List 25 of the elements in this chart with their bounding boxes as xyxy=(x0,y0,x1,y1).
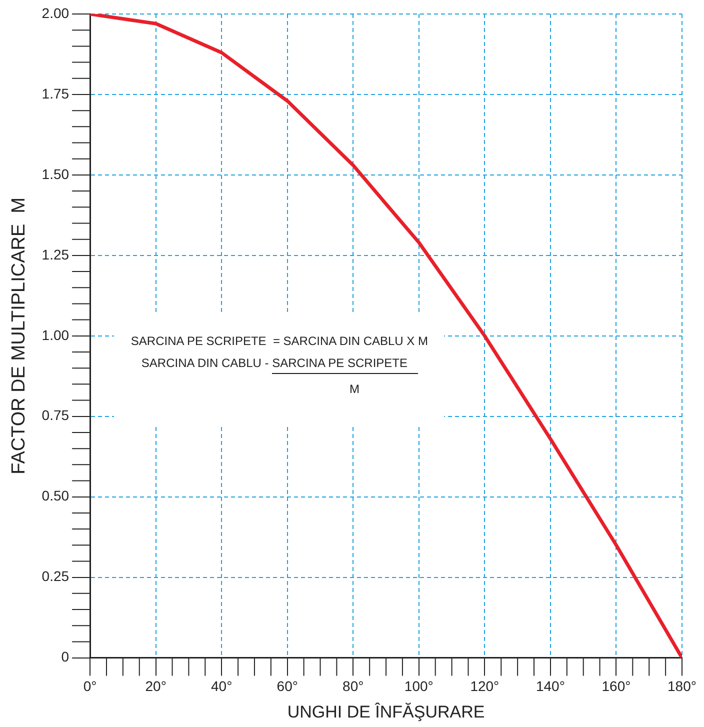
y-axis-title: FACTOR DE MULTIPLICARE M xyxy=(8,197,30,474)
x-axis-title: UNGHI DE ÎNFĂŞURARE xyxy=(287,702,485,722)
y-tick-label: 1.50 xyxy=(42,166,70,182)
annotation: SARCINA PE SCRIPETE = SARCINA DIN CABLU X M xyxy=(130,334,428,348)
x-tick-label: 20° xyxy=(145,678,166,694)
y-tick-label: 1.25 xyxy=(42,246,70,262)
annotation: M xyxy=(349,382,360,396)
y-tick-label: 1.00 xyxy=(42,326,70,343)
x-tick-label: 0° xyxy=(83,678,97,694)
annotation: SARCINA DIN CABLU - xyxy=(141,356,270,370)
x-tick-label: 40° xyxy=(211,678,232,694)
x-tick-label: 120° xyxy=(470,678,500,694)
x-tick-label: 60° xyxy=(276,678,298,694)
x-tick-label: 140° xyxy=(536,678,565,694)
x-tick-label: 180° xyxy=(668,678,696,694)
x-tick-label: 80° xyxy=(342,678,364,694)
y-tick-label: 0.50 xyxy=(42,488,70,504)
x-tick-label: 160° xyxy=(602,678,631,694)
annotation: SARCINA PE SCRIPETE xyxy=(272,356,418,374)
y-tick-label: 0.75 xyxy=(42,407,70,424)
y-tick-label: 0 xyxy=(61,648,70,665)
x-tick-label: 100° xyxy=(404,678,434,694)
y-tick-label: 1.75 xyxy=(42,85,70,102)
y-tick-label: 0.25 xyxy=(42,568,70,584)
y-tick-label: 2.00 xyxy=(42,4,70,21)
